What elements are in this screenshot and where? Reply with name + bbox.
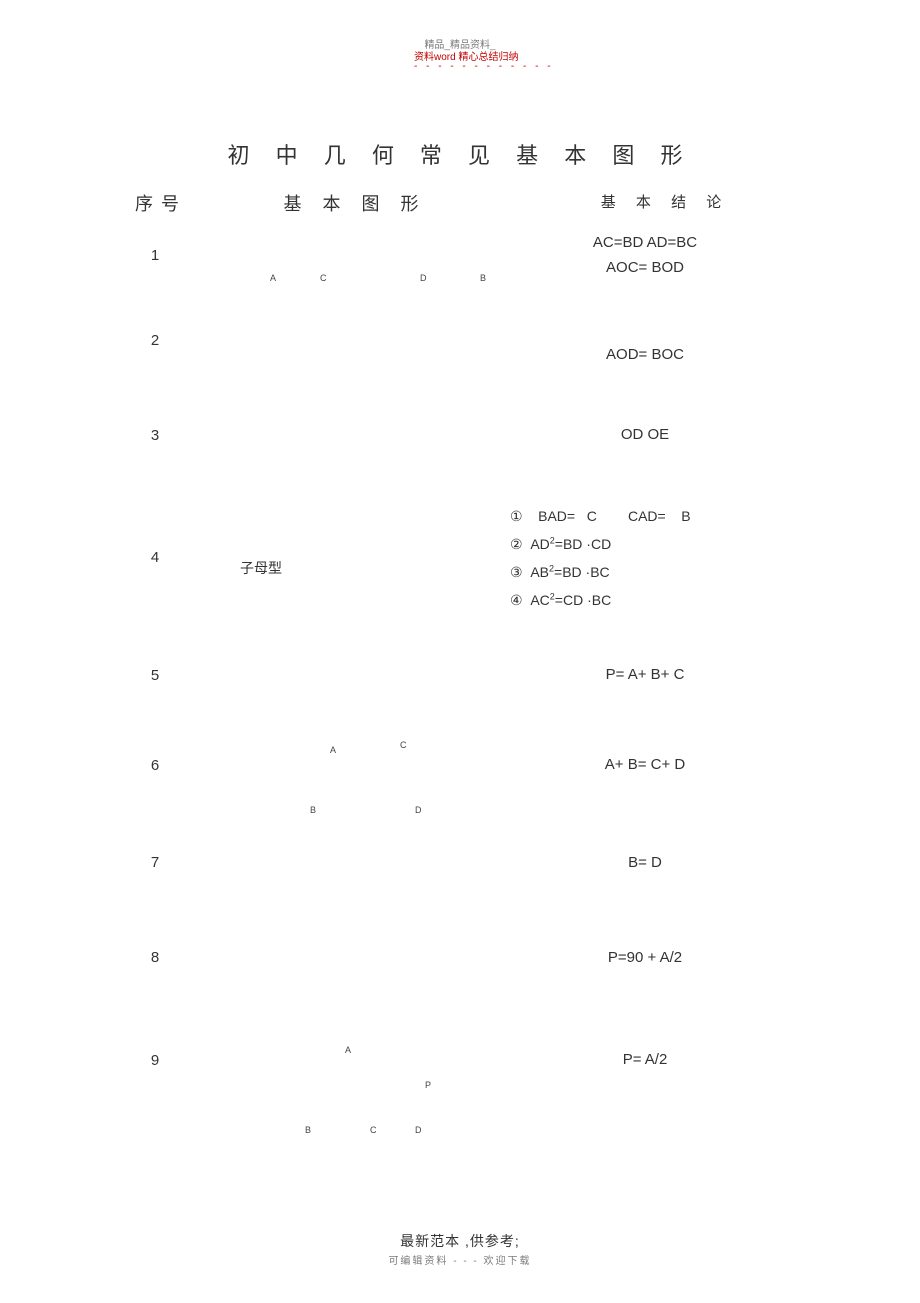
table-row: 1 A C D B AC=BD AD=BC AOC= BOD xyxy=(130,220,820,290)
point-label: D xyxy=(420,273,427,283)
conclusion-line: ③ AB2=BD ·BC xyxy=(510,558,800,586)
seq-num: 9 xyxy=(130,1052,180,1069)
conclusion-line: ② AD2=BD ·CD xyxy=(510,530,800,558)
point-label: B xyxy=(305,1125,311,1135)
point-label: A xyxy=(345,1045,351,1055)
point-label: C xyxy=(320,273,327,283)
header-seq: 序号 xyxy=(130,190,200,216)
point-label: A xyxy=(270,273,276,283)
conclusion-cell: AC=BD AD=BC AOC= BOD xyxy=(490,230,800,281)
point-label: A xyxy=(330,745,336,755)
conclusion-line: ④ AC2=CD ·BC xyxy=(510,586,800,614)
point-label: P xyxy=(425,1080,431,1090)
table-row: 2 AOD= BOC xyxy=(130,290,820,390)
point-label: C xyxy=(400,740,407,750)
seq-num: 8 xyxy=(130,949,180,966)
point-label: B xyxy=(480,273,486,283)
seq-num: 2 xyxy=(130,332,180,349)
table-row: 3 OD OE xyxy=(130,390,820,480)
conclusion-cell: OD OE xyxy=(490,423,800,447)
header-red-dashes: - - - - - - - - - - - - xyxy=(414,61,554,72)
conclusion-cell: P=90 + A/2 xyxy=(490,946,800,970)
table-row: 5 P= A+ B+ C xyxy=(130,635,820,715)
table-row: 6 A C B D A+ B= C+ D xyxy=(130,715,820,815)
conclusion-cell: A+ B= C+ D xyxy=(490,753,800,777)
table-area: 序号 基 本 图 形 基 本 结 论 1 A C D B AC=BD AD=BC… xyxy=(130,185,820,1115)
conclusion-cell: ① BAD= C CAD= B ② AD2=BD ·CD ③ AB2=BD ·B… xyxy=(490,502,800,614)
seq-num: 4 xyxy=(130,549,180,566)
footer-text-sub: 可编辑资料 - - - 欢迎下载 xyxy=(0,1252,920,1267)
conclusion-cell: P= A/2 xyxy=(490,1048,800,1072)
conclusion-cell: P= A+ B+ C xyxy=(490,663,800,687)
footer-text-main: 最新范本 ,供参考; xyxy=(0,1231,920,1251)
main-title: 初 中 几 何 常 见 基 本 图 形 xyxy=(0,138,920,170)
seq-num: 7 xyxy=(130,854,180,871)
table-row: 8 P=90 + A/2 xyxy=(130,910,820,1005)
point-label: D xyxy=(415,805,422,815)
conclusion-text: AC=BD AD=BC xyxy=(490,230,800,256)
conclusion-cell: B= D xyxy=(490,851,800,875)
seq-num: 5 xyxy=(130,667,180,684)
seq-num: 3 xyxy=(130,427,180,444)
header-fig: 基 本 图 形 xyxy=(200,190,510,216)
header-con: 基 本 结 论 xyxy=(510,191,820,215)
point-label: D xyxy=(415,1125,422,1135)
subtype-label: 子母型 xyxy=(240,558,282,578)
table-row: 7 B= D xyxy=(130,815,820,910)
conclusion-text: AOC= BOD xyxy=(490,255,800,281)
table-row: 9 A P B C D P= A/2 xyxy=(130,1005,820,1115)
point-label: B xyxy=(310,805,316,815)
seq-num: 6 xyxy=(130,757,180,774)
conclusion-line: ① BAD= C CAD= B xyxy=(510,502,800,530)
table-row: 4 子母型 ① BAD= C CAD= B ② AD2=BD ·CD ③ AB2… xyxy=(130,480,820,635)
point-label: C xyxy=(370,1125,377,1135)
seq-num: 1 xyxy=(130,247,180,264)
table-header-row: 序号 基 本 图 形 基 本 结 论 xyxy=(130,185,820,220)
conclusion-cell: AOD= BOC xyxy=(490,313,800,367)
